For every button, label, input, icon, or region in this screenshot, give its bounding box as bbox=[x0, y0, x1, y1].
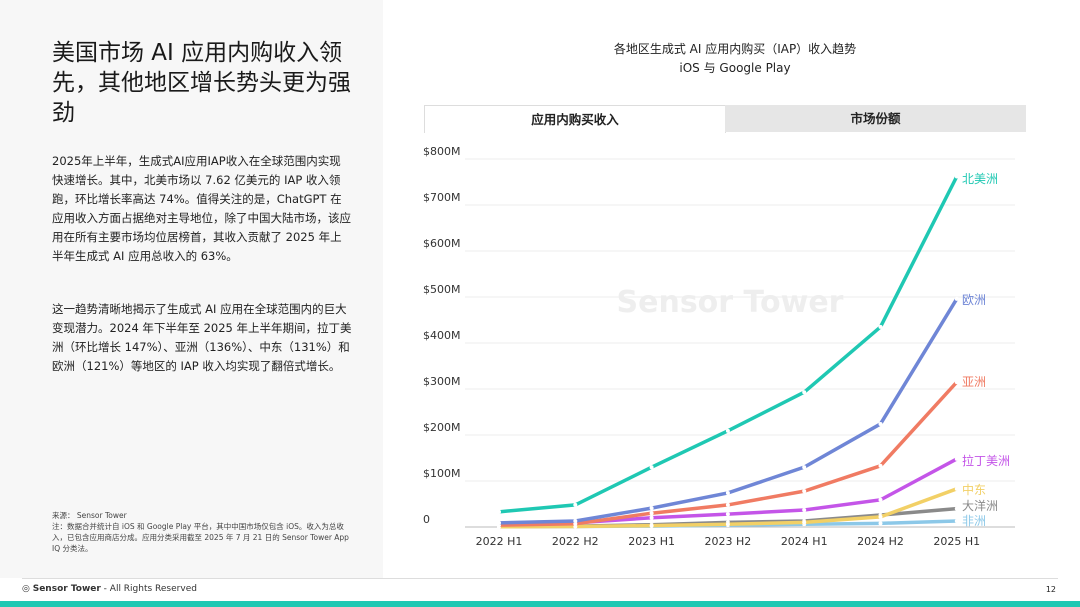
watermark: Sensor Tower bbox=[617, 285, 844, 320]
footer-rights: - All Rights Reserved bbox=[100, 584, 197, 594]
data-point bbox=[878, 421, 883, 426]
data-point bbox=[878, 463, 883, 468]
data-point bbox=[725, 490, 730, 495]
data-point bbox=[649, 506, 654, 511]
series-label: 北美洲 bbox=[962, 172, 998, 186]
series-label: 中东 bbox=[962, 482, 986, 497]
data-point bbox=[954, 380, 959, 385]
tab-iap-revenue[interactable]: 应用内购买收入 bbox=[424, 105, 726, 133]
data-point bbox=[878, 324, 883, 329]
y-tick-label: $200M bbox=[423, 421, 461, 434]
chart-subtitle: iOS 与 Google Play bbox=[679, 61, 791, 75]
data-point bbox=[878, 514, 883, 519]
data-point bbox=[725, 512, 730, 517]
data-point bbox=[954, 174, 959, 179]
paragraph-2: 这一趋势清晰地揭示了生成式 AI 应用在全球范围内的巨大变现潜力。2024 年下… bbox=[52, 302, 352, 373]
source: 来源： Sensor Tower bbox=[52, 511, 127, 520]
page-number: 12 bbox=[1045, 585, 1056, 594]
data-point bbox=[725, 522, 730, 527]
x-tick-label: 2022 H2 bbox=[552, 535, 599, 548]
data-point bbox=[725, 428, 730, 433]
data-point bbox=[802, 465, 807, 470]
series-label: 拉丁美洲 bbox=[962, 453, 1010, 468]
note: 注：数据合并统计自 iOS 和 Google Play 平台，其中中国市场仅包含… bbox=[52, 522, 349, 553]
data-point bbox=[573, 502, 578, 507]
data-point bbox=[954, 456, 959, 461]
data-point bbox=[649, 511, 654, 516]
x-tick-label: 2024 H2 bbox=[857, 535, 904, 548]
series-label: 非洲 bbox=[962, 514, 986, 528]
y-tick-label: 0 bbox=[423, 513, 430, 526]
y-tick-label: $800M bbox=[423, 145, 461, 158]
left-panel bbox=[0, 0, 383, 578]
x-tick-label: 2024 H1 bbox=[781, 535, 828, 548]
series-label: 亚洲 bbox=[962, 375, 986, 389]
y-tick-label: $500M bbox=[423, 283, 461, 296]
data-point bbox=[649, 523, 654, 528]
data-point bbox=[954, 486, 959, 491]
series-line-欧洲 bbox=[498, 297, 959, 525]
x-tick-label: 2023 H1 bbox=[628, 535, 675, 548]
y-tick-label: $300M bbox=[423, 375, 461, 388]
x-tick-label: 2022 H1 bbox=[476, 535, 523, 548]
x-tick-label: 2025 H1 bbox=[933, 535, 980, 548]
data-point bbox=[954, 296, 959, 301]
chart-title: 各地区生成式 AI 应用内购买（IAP）收入趋势 bbox=[613, 42, 857, 56]
sensor-tower-logo-icon: ◎ bbox=[22, 584, 33, 594]
series-label: 欧洲 bbox=[962, 293, 986, 307]
data-point bbox=[649, 465, 654, 470]
footer-divider bbox=[22, 578, 1058, 579]
footer-brand: Sensor Tower bbox=[32, 584, 101, 594]
x-tick-label: 2023 H2 bbox=[705, 535, 752, 548]
data-point bbox=[649, 515, 654, 520]
footer: ◎ Sensor Tower - All Rights Reserved bbox=[22, 584, 197, 594]
data-point bbox=[802, 507, 807, 512]
data-point bbox=[802, 390, 807, 395]
data-point bbox=[802, 489, 807, 494]
page-title: 美国市场 AI 应用内购收入领先，其他地区增长势头更为强劲 bbox=[52, 40, 351, 126]
y-tick-label: $100M bbox=[423, 467, 461, 480]
y-tick-label: $400M bbox=[423, 329, 461, 342]
data-point bbox=[954, 506, 959, 511]
data-point bbox=[954, 519, 959, 524]
data-point bbox=[573, 519, 578, 524]
data-point bbox=[802, 520, 807, 525]
source-note: 来源： Sensor Tower 注：数据合并统计自 iOS 和 Google P… bbox=[52, 510, 352, 554]
series-line-北美洲 bbox=[498, 175, 959, 514]
tab-market-share[interactable]: 市场份额 bbox=[725, 105, 1026, 132]
data-point bbox=[497, 520, 501, 525]
series-label: 大洋洲 bbox=[962, 498, 998, 513]
y-tick-label: $700M bbox=[423, 191, 461, 204]
bottom-accent-bar bbox=[0, 601, 1080, 607]
data-point bbox=[878, 521, 883, 526]
data-point bbox=[878, 497, 883, 502]
data-point bbox=[497, 509, 501, 514]
y-tick-label: $600M bbox=[423, 237, 461, 250]
paragraph-1: 2025年上半年，生成式AI应用IAP收入在全球范围内实现快速增长。其中，北美市… bbox=[52, 154, 351, 263]
data-point bbox=[725, 502, 730, 507]
